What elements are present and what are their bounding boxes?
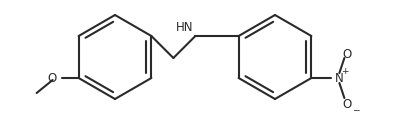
Text: O: O <box>47 72 56 85</box>
Text: O: O <box>343 97 352 110</box>
Text: −: − <box>352 105 359 114</box>
Text: N: N <box>335 72 344 85</box>
Text: O: O <box>343 47 352 60</box>
Text: HN: HN <box>176 21 194 34</box>
Text: +: + <box>340 67 348 76</box>
